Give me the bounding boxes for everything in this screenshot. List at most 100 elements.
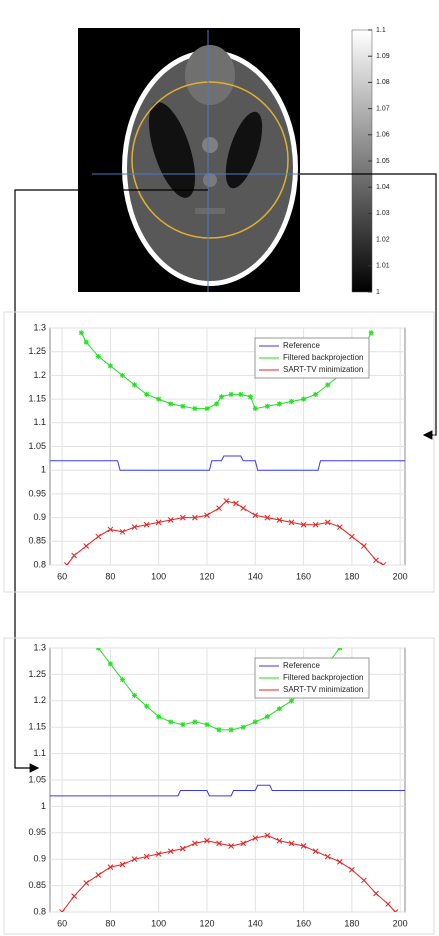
x-tick-label: 80 — [105, 571, 115, 581]
series-marker — [156, 397, 161, 402]
series-marker — [229, 727, 234, 732]
colorbar-tick-label: 1.09 — [376, 53, 390, 60]
series-marker — [132, 693, 137, 698]
legend-label: Filtered backprojection — [283, 673, 363, 682]
y-tick-label: 0.8 — [33, 906, 46, 916]
series-marker — [204, 406, 209, 411]
series-marker — [289, 698, 294, 703]
x-tick-label: 160 — [296, 571, 311, 581]
y-tick-label: 1.05 — [28, 774, 46, 784]
colorbar-tick-label: 1 — [376, 289, 380, 296]
series-marker — [337, 646, 342, 651]
series-marker — [168, 401, 173, 406]
colorbar-tick-label: 1.04 — [376, 184, 390, 191]
series-marker — [108, 661, 113, 666]
y-tick-label: 0.85 — [28, 880, 46, 890]
y-tick-label: 1.15 — [28, 393, 46, 403]
x-tick-label: 120 — [199, 571, 214, 581]
x-tick-label: 60 — [57, 918, 67, 928]
series-marker — [120, 677, 125, 682]
series-marker — [180, 722, 185, 727]
colorbar-tick-label: 1.01 — [376, 263, 390, 270]
colorbar-tick-label: 1.02 — [376, 236, 390, 243]
x-tick-label: 200 — [393, 918, 408, 928]
y-tick-label: 1.2 — [33, 370, 46, 380]
y-tick-label: 1.3 — [33, 322, 46, 332]
legend-label: Reference — [283, 341, 320, 350]
series-marker — [96, 354, 101, 359]
series-marker — [204, 722, 209, 727]
x-tick-label: 160 — [296, 918, 311, 928]
y-tick-label: 0.85 — [28, 536, 46, 546]
phantom-image — [78, 28, 325, 292]
x-tick-label: 140 — [248, 571, 263, 581]
legend-label: SART-TV minimization — [283, 365, 363, 374]
series-marker — [241, 725, 246, 730]
colorbar-tick-label: 1.05 — [376, 158, 390, 165]
series-marker — [214, 401, 219, 406]
series-marker — [325, 382, 330, 387]
series-marker — [265, 714, 270, 719]
series-marker — [79, 330, 84, 335]
y-tick-label: 1.15 — [28, 722, 46, 732]
legend: Reference Filtered backprojection SART-TV … — [255, 658, 369, 698]
y-tick-label: 1.25 — [28, 669, 46, 679]
x-tick-label: 200 — [393, 571, 408, 581]
figure: 1 1.01 1.02 1.03 1.04 1.05 1.06 1.07 1.08 1.09 1.1… — [0, 0, 439, 936]
series-marker — [120, 373, 125, 378]
legend-label: SART-TV minimization — [283, 685, 363, 694]
colorbar-tick-label: 1.06 — [376, 132, 390, 139]
series-marker — [156, 714, 161, 719]
series-marker — [219, 394, 224, 399]
y-tick-label: 0.8 — [33, 559, 46, 569]
series-marker — [132, 382, 137, 387]
y-tick-label: 0.95 — [28, 827, 46, 837]
y-tick-label: 1.3 — [33, 642, 46, 652]
y-tick-label: 1 — [41, 801, 46, 811]
series-marker — [168, 719, 173, 724]
y-tick-label: 1.1 — [33, 417, 46, 427]
x-tick-label: 180 — [344, 918, 359, 928]
y-tick-label: 0.9 — [33, 512, 46, 522]
y-tick-label: 1.25 — [28, 346, 46, 356]
x-tick-label: 60 — [57, 571, 67, 581]
colorbar-tick-label: 1.03 — [376, 210, 390, 217]
series-marker — [192, 719, 197, 724]
colorbar-tick-label: 1.08 — [376, 79, 390, 86]
x-tick-label: 80 — [105, 918, 115, 928]
series-marker — [253, 406, 258, 411]
series-marker — [96, 646, 101, 651]
series-marker — [301, 397, 306, 402]
x-tick-label: 120 — [199, 918, 214, 928]
y-tick-label: 1.1 — [33, 748, 46, 758]
colorbar-tick-label: 1.1 — [376, 27, 386, 34]
legend-label: Filtered backprojection — [283, 353, 363, 362]
series-marker — [369, 330, 374, 335]
series-marker — [277, 401, 282, 406]
colorbar-tick-label: 1.07 — [376, 105, 390, 112]
series-marker — [313, 392, 318, 397]
series-marker — [253, 719, 258, 724]
series-marker — [289, 399, 294, 404]
series-marker — [144, 704, 149, 709]
series-marker — [108, 363, 113, 368]
series-marker — [248, 394, 253, 399]
series-marker — [238, 392, 243, 397]
y-tick-label: 1 — [41, 465, 46, 475]
y-tick-label: 0.95 — [28, 488, 46, 498]
series-marker — [217, 727, 222, 732]
legend: Reference Filtered backprojection SART-TV … — [255, 338, 369, 378]
x-tick-label: 100 — [151, 918, 166, 928]
series-marker — [144, 392, 149, 397]
x-tick-label: 100 — [151, 571, 166, 581]
y-tick-label: 1.05 — [28, 441, 46, 451]
series-marker — [265, 404, 270, 409]
series-marker — [229, 392, 234, 397]
x-tick-label: 140 — [248, 918, 263, 928]
y-tick-label: 1.2 — [33, 695, 46, 705]
series-marker — [192, 406, 197, 411]
y-tick-label: 0.9 — [33, 854, 46, 864]
series-marker — [277, 706, 282, 711]
series-marker — [180, 404, 185, 409]
legend-label: Reference — [283, 661, 320, 670]
